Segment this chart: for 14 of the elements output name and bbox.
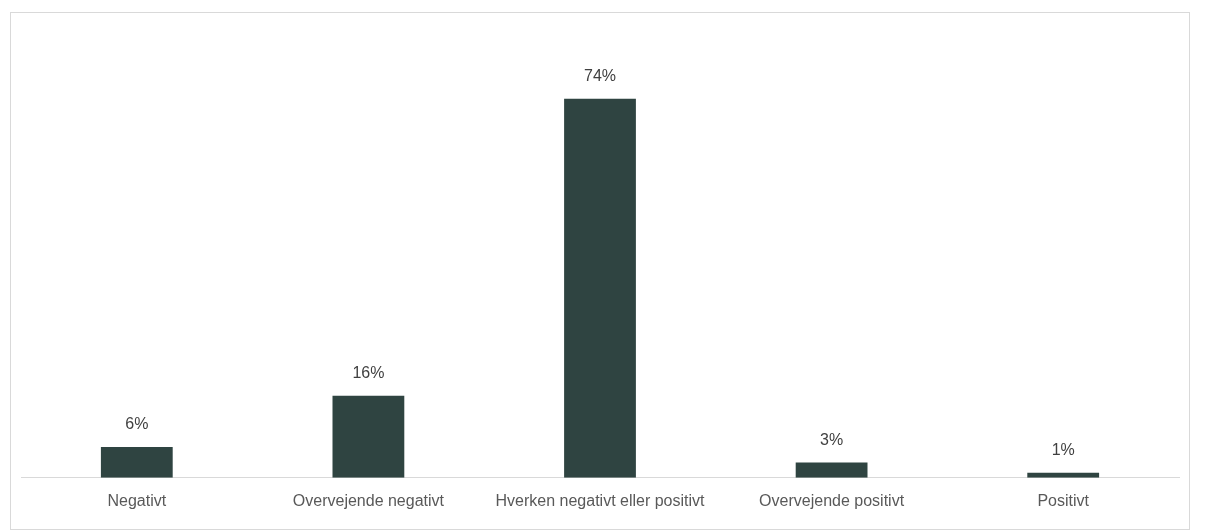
bar bbox=[100, 447, 173, 478]
x-tick-label: Positivt bbox=[1037, 491, 1090, 509]
data-label: 74% bbox=[583, 67, 617, 85]
bar bbox=[332, 395, 405, 478]
x-tick-label: Negativt bbox=[107, 491, 167, 509]
bar bbox=[795, 462, 868, 478]
data-label: 16% bbox=[352, 364, 385, 382]
x-tick-label: Overvejende negativt bbox=[292, 491, 445, 509]
data-label: 3% bbox=[820, 430, 844, 448]
bar bbox=[564, 98, 636, 478]
x-tick-label: Hverken negativt eller positivt bbox=[495, 491, 706, 509]
data-label: 6% bbox=[125, 415, 149, 433]
data-label: 1% bbox=[1051, 441, 1075, 459]
x-tick-label: Overvejende positivt bbox=[759, 491, 905, 509]
